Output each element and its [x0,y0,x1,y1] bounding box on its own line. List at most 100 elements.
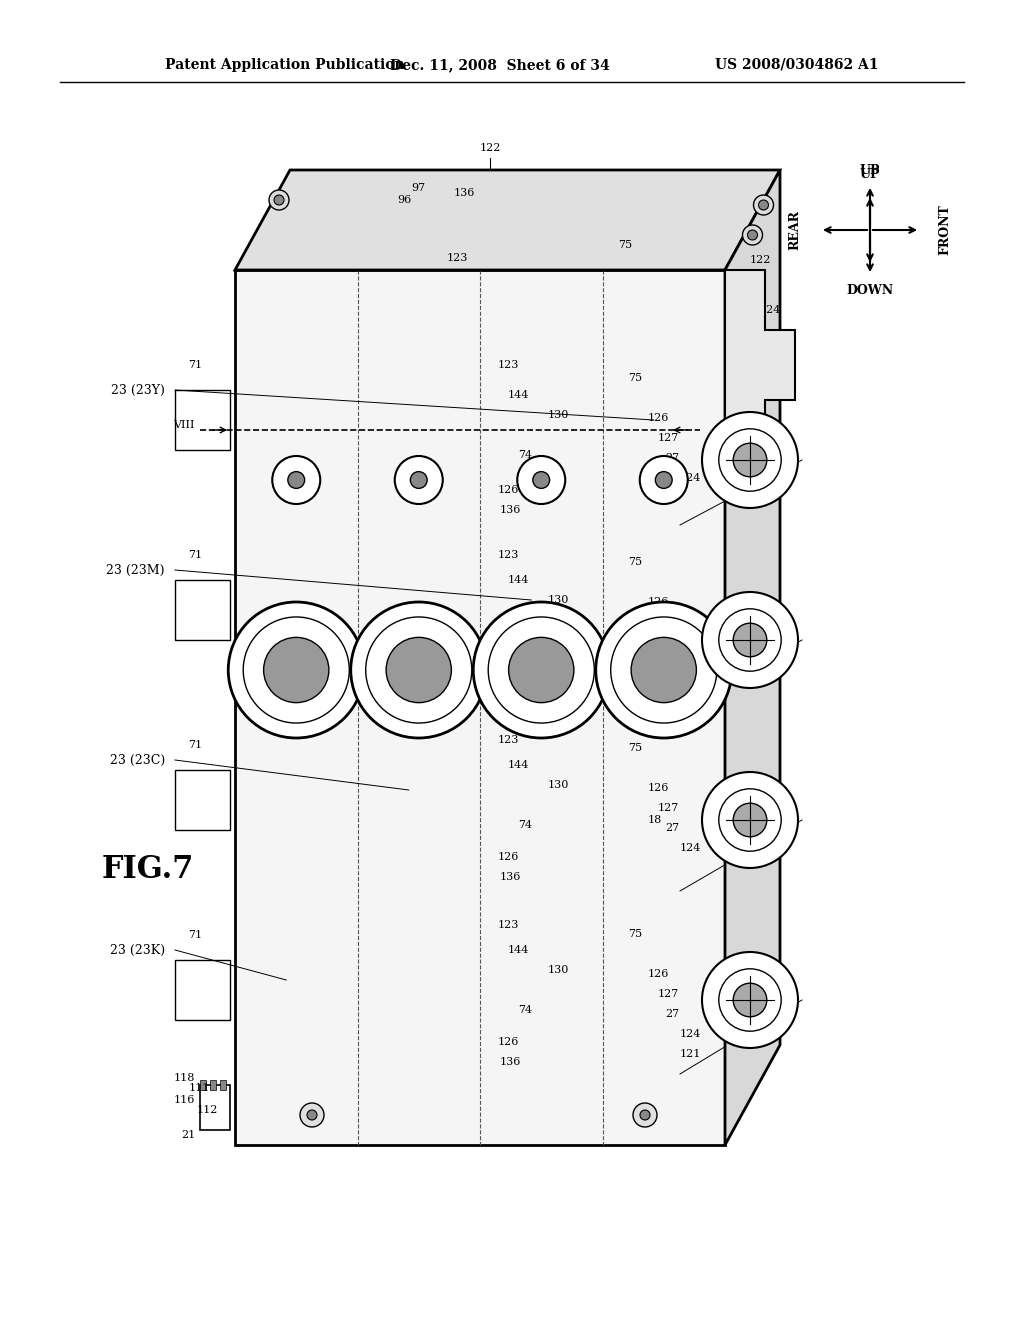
Circle shape [288,471,305,488]
Text: 124: 124 [680,657,701,667]
Circle shape [394,455,442,504]
Text: FIG.7: FIG.7 [101,854,195,886]
Polygon shape [175,960,230,1020]
Text: 136: 136 [500,506,521,515]
Circle shape [509,638,573,702]
Circle shape [733,444,767,477]
Text: UP: UP [860,169,881,181]
Text: Dec. 11, 2008  Sheet 6 of 34: Dec. 11, 2008 Sheet 6 of 34 [390,58,609,73]
Text: 130: 130 [548,595,569,605]
Text: 123: 123 [498,550,519,560]
Text: 136: 136 [500,1057,521,1067]
Text: 144: 144 [508,576,529,585]
Text: 74: 74 [518,1005,532,1015]
Text: 27: 27 [665,1008,679,1019]
Text: 136: 136 [500,873,521,882]
Circle shape [228,602,365,738]
Text: DOWN: DOWN [847,284,894,297]
Text: 18: 18 [648,814,663,825]
Circle shape [269,190,289,210]
Polygon shape [210,1080,216,1090]
Circle shape [517,455,565,504]
Text: 127: 127 [658,803,679,813]
Text: FRONT: FRONT [939,205,951,255]
Text: VIII: VIII [720,420,741,430]
Polygon shape [175,389,230,450]
Polygon shape [220,1080,226,1090]
Text: 71: 71 [188,931,202,940]
Polygon shape [234,271,725,1144]
Circle shape [702,412,798,508]
Text: REAR: REAR [788,210,802,249]
Circle shape [748,230,758,240]
Circle shape [633,1104,657,1127]
Text: 111: 111 [188,1082,210,1093]
Text: 74: 74 [518,820,532,830]
Text: 126: 126 [648,597,670,607]
Circle shape [702,591,798,688]
Circle shape [759,201,768,210]
Circle shape [733,803,767,837]
Text: 126: 126 [648,783,670,793]
Circle shape [655,471,672,488]
Circle shape [742,224,763,246]
Circle shape [351,602,486,738]
Text: 122: 122 [750,255,771,265]
Text: 124: 124 [680,473,701,483]
Circle shape [702,952,798,1048]
Text: 74: 74 [518,635,532,645]
Text: 123: 123 [498,920,519,931]
Text: 126: 126 [648,413,670,422]
Text: US 2008/0304862 A1: US 2008/0304862 A1 [715,58,879,73]
Text: 21: 21 [181,1130,195,1140]
Circle shape [702,772,798,869]
Text: 126: 126 [498,1038,519,1047]
Text: 97: 97 [411,183,425,193]
Text: 126: 126 [498,851,519,862]
Text: 71: 71 [188,550,202,560]
Text: 136: 136 [454,187,475,198]
Circle shape [754,195,773,215]
Text: 75: 75 [628,557,642,568]
Circle shape [733,623,767,657]
Text: 74: 74 [518,450,532,459]
Text: 23 (23K): 23 (23K) [110,944,165,957]
Text: 23 (23Y): 23 (23Y) [112,384,165,396]
Text: 124: 124 [680,1030,701,1039]
Polygon shape [725,170,780,1144]
Text: 123: 123 [498,735,519,744]
Circle shape [307,1110,317,1119]
Text: 121: 121 [680,1049,701,1059]
Text: 122: 122 [479,143,501,153]
Text: 130: 130 [548,965,569,975]
Text: 130: 130 [548,780,569,789]
Circle shape [473,602,609,738]
Circle shape [272,455,321,504]
Polygon shape [200,1085,230,1130]
Polygon shape [234,170,780,271]
Text: 116: 116 [174,1096,195,1105]
Text: Patent Application Publication: Patent Application Publication [165,58,404,73]
Circle shape [300,1104,324,1127]
Text: 96: 96 [397,195,412,205]
Text: 27: 27 [665,453,679,463]
Text: UP: UP [860,164,881,177]
Text: 23 (23M): 23 (23M) [106,564,165,577]
Polygon shape [175,770,230,830]
Text: 144: 144 [508,389,529,400]
Text: 71: 71 [188,360,202,370]
Circle shape [640,455,688,504]
Text: 112: 112 [197,1105,218,1115]
Polygon shape [200,1080,206,1090]
Text: 126: 126 [498,667,519,677]
Circle shape [733,983,767,1016]
Text: 27: 27 [665,638,679,647]
Text: 75: 75 [618,240,632,249]
Circle shape [532,471,550,488]
Circle shape [411,471,427,488]
Polygon shape [175,579,230,640]
Text: 127: 127 [658,433,679,444]
Polygon shape [725,271,795,420]
Text: 123: 123 [446,253,468,263]
Text: 71: 71 [188,741,202,750]
